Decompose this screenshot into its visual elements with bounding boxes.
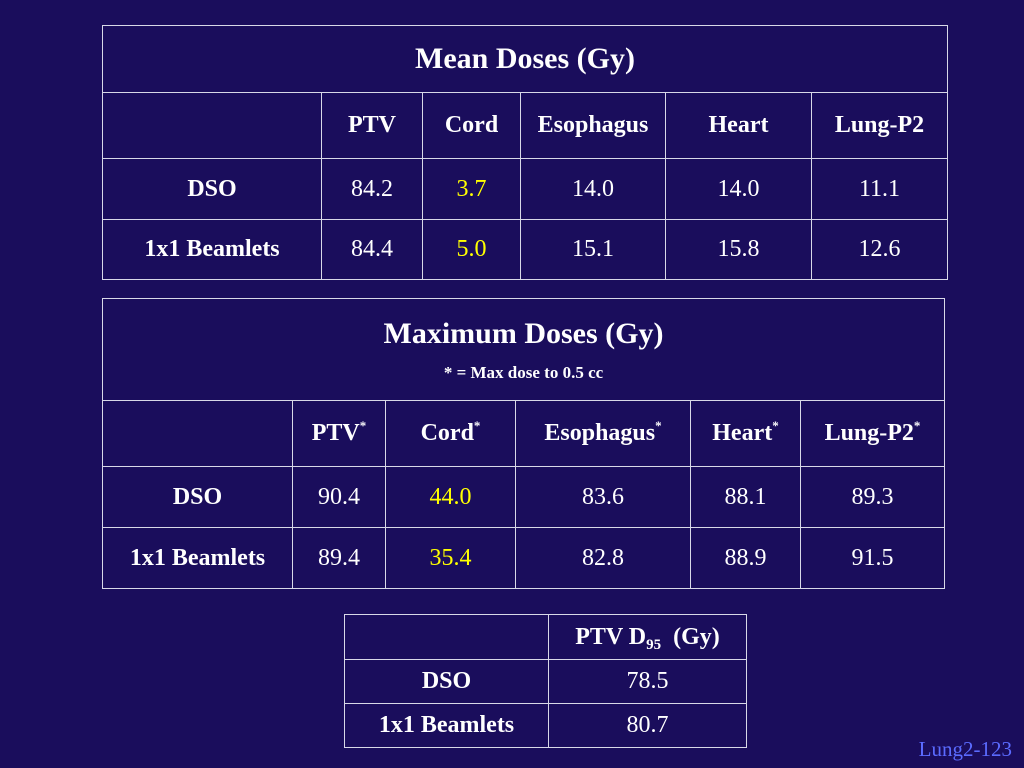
max-cell-dso-ptv: 90.4	[292, 466, 386, 528]
mean-col-esophagus: Esophagus	[520, 92, 666, 159]
mean-header-empty-cell	[102, 92, 322, 159]
max-col-ptv: PTV*	[292, 400, 386, 467]
d95-header-row: PTV D95 (Gy)	[344, 614, 747, 660]
mean-cell-beamlets-cord: 5.0	[422, 219, 521, 280]
max-cell-beamlets-lung-p2: 91.5	[800, 527, 945, 589]
max-cell-beamlets-cord: 35.4	[385, 527, 516, 589]
asterisk-marker: *	[913, 418, 921, 433]
maximum-doses-title-cell: Maximum Doses (Gy) * = Max dose to 0.5 c…	[102, 298, 945, 401]
d95-cell-beamlets: 80.7	[548, 703, 747, 748]
d95-row-dso: DSO 78.5	[344, 659, 747, 704]
asterisk-marker: *	[473, 418, 481, 433]
mean-row-label: 1x1 Beamlets	[102, 219, 322, 280]
d95-row-label: DSO	[344, 659, 549, 704]
d95-cell-dso: 78.5	[548, 659, 747, 704]
max-row-beamlets: 1x1 Beamlets 89.4 35.4 82.8 88.9 91.5	[102, 527, 945, 589]
mean-cell-dso-heart: 14.0	[665, 158, 812, 220]
max-col-lung-p2: Lung-P2*	[800, 400, 945, 467]
d95-col-header: PTV D95 (Gy)	[548, 614, 747, 660]
max-header-row: PTV* Cord* Esophagus* Heart* Lung-P2*	[102, 400, 945, 467]
max-dose-footnote: * = Max dose to 0.5 cc	[443, 362, 604, 382]
maximum-doses-table: Maximum Doses (Gy) * = Max dose to 0.5 c…	[102, 298, 945, 589]
mean-row-dso: DSO 84.2 3.7 14.0 14.0 11.1	[102, 158, 948, 220]
max-header-empty-cell	[102, 400, 293, 467]
mean-cell-dso-ptv: 84.2	[321, 158, 423, 220]
mean-cell-beamlets-ptv: 84.4	[321, 219, 423, 280]
slide-identifier: Lung2-123	[918, 737, 1012, 761]
max-cell-beamlets-heart: 88.9	[690, 527, 801, 589]
mean-cell-beamlets-heart: 15.8	[665, 219, 812, 280]
d95-row-label: 1x1 Beamlets	[344, 703, 549, 748]
mean-doses-table: Mean Doses (Gy) PTV Cord Esophagus Heart…	[102, 25, 948, 280]
ptv-d95-table: PTV D95 (Gy) DSO 78.5 1x1 Beamlets 80.7	[344, 614, 747, 748]
max-row-dso: DSO 90.4 44.0 83.6 88.1 89.3	[102, 466, 945, 528]
asterisk-marker: *	[772, 418, 779, 433]
d95-row-beamlets: 1x1 Beamlets 80.7	[344, 703, 747, 748]
mean-col-cord: Cord	[422, 92, 521, 159]
mean-header-row: PTV Cord Esophagus Heart Lung-P2	[102, 92, 948, 159]
max-row-label: DSO	[102, 466, 293, 528]
d95-header-empty-cell	[344, 614, 549, 660]
mean-cell-dso-lung-p2: 11.1	[811, 158, 948, 220]
max-col-esophagus: Esophagus*	[515, 400, 691, 467]
mean-cell-dso-esophagus: 14.0	[520, 158, 666, 220]
asterisk-marker: *	[655, 418, 662, 433]
mean-col-heart: Heart	[665, 92, 812, 159]
mean-cell-dso-cord: 3.7	[422, 158, 521, 220]
max-col-heart: Heart*	[690, 400, 801, 467]
mean-cell-beamlets-lung-p2: 12.6	[811, 219, 948, 280]
max-cell-dso-esophagus: 83.6	[515, 466, 691, 528]
max-cell-beamlets-ptv: 89.4	[292, 527, 386, 589]
maximum-doses-title: Maximum Doses (Gy)	[383, 316, 664, 350]
mean-cell-beamlets-esophagus: 15.1	[520, 219, 666, 280]
max-col-cord: Cord*	[385, 400, 516, 467]
mean-row-label: DSO	[102, 158, 322, 220]
mean-doses-title: Mean Doses (Gy)	[102, 25, 948, 93]
max-cell-dso-lung-p2: 89.3	[800, 466, 945, 528]
max-cell-dso-heart: 88.1	[690, 466, 801, 528]
max-row-label: 1x1 Beamlets	[102, 527, 293, 589]
max-cell-dso-cord: 44.0	[385, 466, 516, 528]
asterisk-marker: *	[359, 418, 367, 433]
mean-col-ptv: PTV	[321, 92, 423, 159]
max-cell-beamlets-esophagus: 82.8	[515, 527, 691, 589]
mean-col-lung-p2: Lung-P2	[811, 92, 948, 159]
mean-row-beamlets: 1x1 Beamlets 84.4 5.0 15.1 15.8 12.6	[102, 219, 948, 280]
